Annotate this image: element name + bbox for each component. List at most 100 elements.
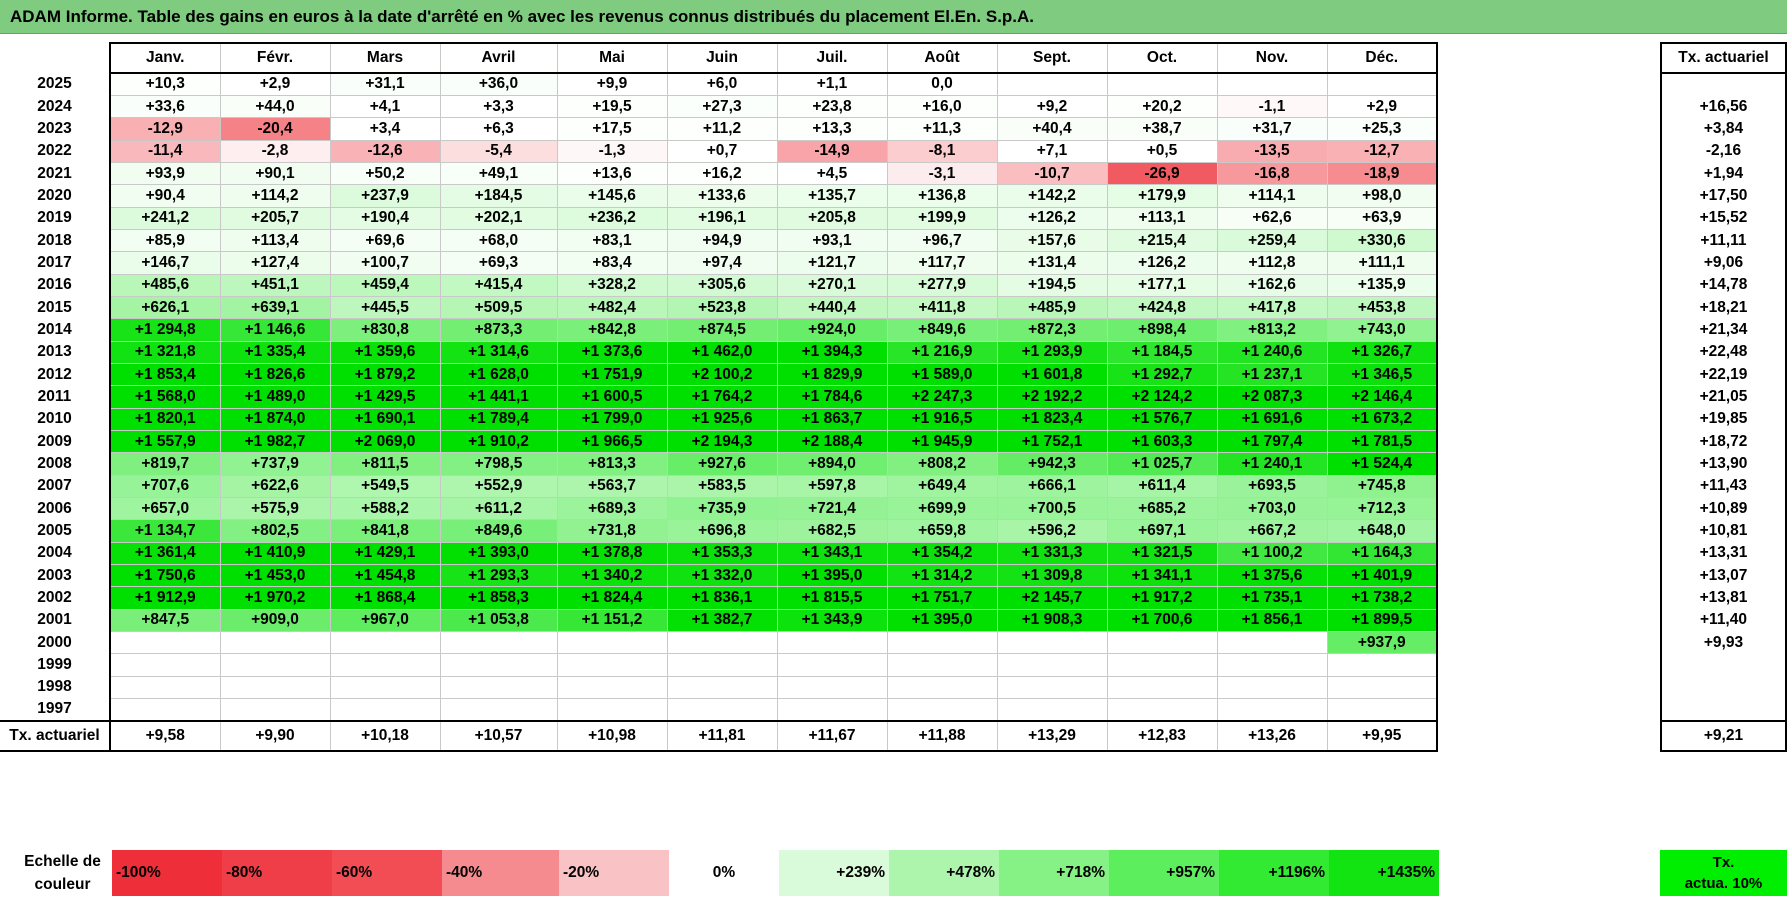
gain-cell	[439, 675, 558, 700]
year-row: 2020 +90,4 +114,2 +237,9 +184,5 +145,6 +133,6 +…	[0, 184, 1438, 208]
gain-cell: +1 454,8	[329, 564, 441, 588]
monthly-actuarial-rate: +10,18	[329, 719, 441, 752]
year-row: 2008 +819,7 +737,9 +811,5 +798,5 +813,3 +927,6…	[0, 452, 1438, 476]
gain-cell: +611,4	[1106, 474, 1218, 499]
gain-cell: +1 151,2	[556, 608, 668, 633]
gain-cell: +735,9	[666, 497, 778, 521]
gain-cell	[1216, 698, 1328, 722]
year-row: 2016 +485,6 +451,1 +459,4 +415,4 +328,2 +305,6…	[0, 273, 1438, 297]
gain-cell: +666,1	[996, 474, 1108, 499]
gain-cell	[1326, 675, 1438, 700]
year-row: 2012 +1 853,4 +1 826,6 +1 879,2 +1 628,0 +1 7…	[0, 362, 1438, 387]
gain-cell: +622,6	[219, 474, 331, 499]
color-scale-swatch: -60%	[332, 850, 442, 896]
gain-cell: -20,4	[219, 117, 331, 141]
gain-cell: +1 600,5	[556, 385, 668, 409]
year-actuarial-rate: +21,05	[1660, 385, 1787, 409]
gain-cell: +657,0	[109, 497, 221, 521]
gain-cell: +1 326,7	[1326, 340, 1438, 364]
year-row: 2006 +657,0 +575,9 +588,2 +611,2 +689,3 +735,9…	[0, 497, 1438, 521]
gain-cell	[219, 698, 331, 722]
gain-cell: +1 823,4	[996, 407, 1108, 432]
gain-cell: +19,5	[556, 94, 668, 119]
gain-cell: +731,8	[556, 519, 668, 543]
year-actuarial-rate: +9,93	[1660, 631, 1787, 654]
gain-cell: +136,8	[886, 184, 998, 208]
gain-cell	[329, 698, 441, 722]
year-label: 1997	[37, 700, 72, 718]
gain-cell: +202,1	[439, 206, 558, 230]
gain-cell: +1 789,4	[439, 407, 558, 432]
gain-cell	[666, 698, 778, 722]
month-header-row: Janv. Févr. Mars Avril Mai Juin Juil. Août Sept.…	[0, 42, 1438, 74]
color-scale-label: Echelle de couleur	[0, 848, 125, 898]
gain-cell	[1326, 698, 1438, 722]
gain-cell: +482,4	[556, 295, 668, 320]
gain-cell: +63,9	[1326, 206, 1438, 230]
gain-cell: +1 346,5	[1326, 362, 1438, 387]
gain-cell: -5,4	[439, 139, 558, 163]
color-scale-swatch: 0%	[669, 850, 779, 896]
gain-cell: +849,6	[886, 318, 998, 342]
gain-cell: -10,7	[996, 161, 1108, 186]
gain-cell: +69,6	[329, 228, 441, 253]
gain-cell: +1 394,3	[776, 340, 888, 364]
gain-cell: +145,6	[556, 184, 668, 208]
year-row: 2018 +85,9 +113,4 +69,6 +68,0 +83,1 +94,9 +93,1…	[0, 228, 1438, 253]
year-label: 2020	[37, 186, 72, 204]
month-header: Mars	[329, 42, 441, 74]
gain-cell: +90,4	[109, 184, 221, 208]
gain-cell	[329, 631, 441, 655]
gain-cell: -18,9	[1326, 161, 1438, 186]
gain-cell: +1 868,4	[329, 586, 441, 610]
gain-cell: +1 335,4	[219, 340, 331, 364]
year-row: 2013 +1 321,8 +1 335,4 +1 359,6 +1 314,6 +1 3…	[0, 340, 1438, 364]
gain-cell: +1 912,9	[109, 586, 221, 610]
gain-cell: +485,9	[996, 295, 1108, 320]
gain-cell: +162,6	[1216, 273, 1328, 297]
gain-cell: +1 395,0	[886, 608, 998, 633]
gain-cell: +1 462,0	[666, 340, 778, 364]
year-actuarial-rate: +18,72	[1660, 430, 1787, 453]
gain-cell: +16,2	[666, 161, 778, 186]
gain-cell: +100,7	[329, 251, 441, 275]
gain-cell: +1 375,6	[1216, 564, 1328, 588]
gain-cell: -26,9	[1106, 161, 1218, 186]
gain-cell	[666, 675, 778, 700]
gain-cell	[1106, 631, 1218, 655]
gain-cell: +549,5	[329, 474, 441, 499]
gain-cell: +179,9	[1106, 184, 1218, 208]
gain-cell: -12,6	[329, 139, 441, 163]
gain-cell: +898,4	[1106, 318, 1218, 342]
header-corner	[0, 43, 110, 73]
year-actuarial-rate: +10,89	[1660, 497, 1787, 520]
gain-cell: +523,8	[666, 295, 778, 320]
gain-cell: +1 184,5	[1106, 340, 1218, 364]
gain-cell: +1 601,8	[996, 362, 1108, 387]
color-scale-swatch: +478%	[889, 850, 999, 896]
gain-cell: +802,5	[219, 519, 331, 543]
gain-cell: +1 053,8	[439, 608, 558, 633]
gain-cell: +196,1	[666, 206, 778, 230]
gain-cell: +31,1	[329, 72, 441, 96]
gain-cell: +1 700,6	[1106, 608, 1218, 633]
gain-cell: -8,1	[886, 139, 998, 163]
gain-cell: +1 916,5	[886, 407, 998, 432]
gain-cell: +11,2	[666, 117, 778, 141]
gain-cell: +1 576,7	[1106, 407, 1218, 432]
gain-cell: +98,0	[1326, 184, 1438, 208]
gain-cell: +712,3	[1326, 497, 1438, 521]
gain-cell	[1106, 675, 1218, 700]
year-label: 2017	[37, 253, 72, 271]
gain-cell: +1 314,2	[886, 564, 998, 588]
gain-cell: +94,9	[666, 228, 778, 253]
gain-cell: +1 874,0	[219, 407, 331, 432]
gain-cell: +1 341,1	[1106, 564, 1218, 588]
gain-cell: +685,2	[1106, 497, 1218, 521]
gain-cell	[996, 675, 1108, 700]
year-actuarial-rate: +11,40	[1660, 609, 1787, 632]
monthly-actuarial-rate: +10,57	[439, 719, 558, 752]
year-actuarial-rate: +10,81	[1660, 519, 1787, 543]
gain-cell: +177,1	[1106, 273, 1218, 297]
gain-cell: +2 146,4	[1326, 385, 1438, 409]
